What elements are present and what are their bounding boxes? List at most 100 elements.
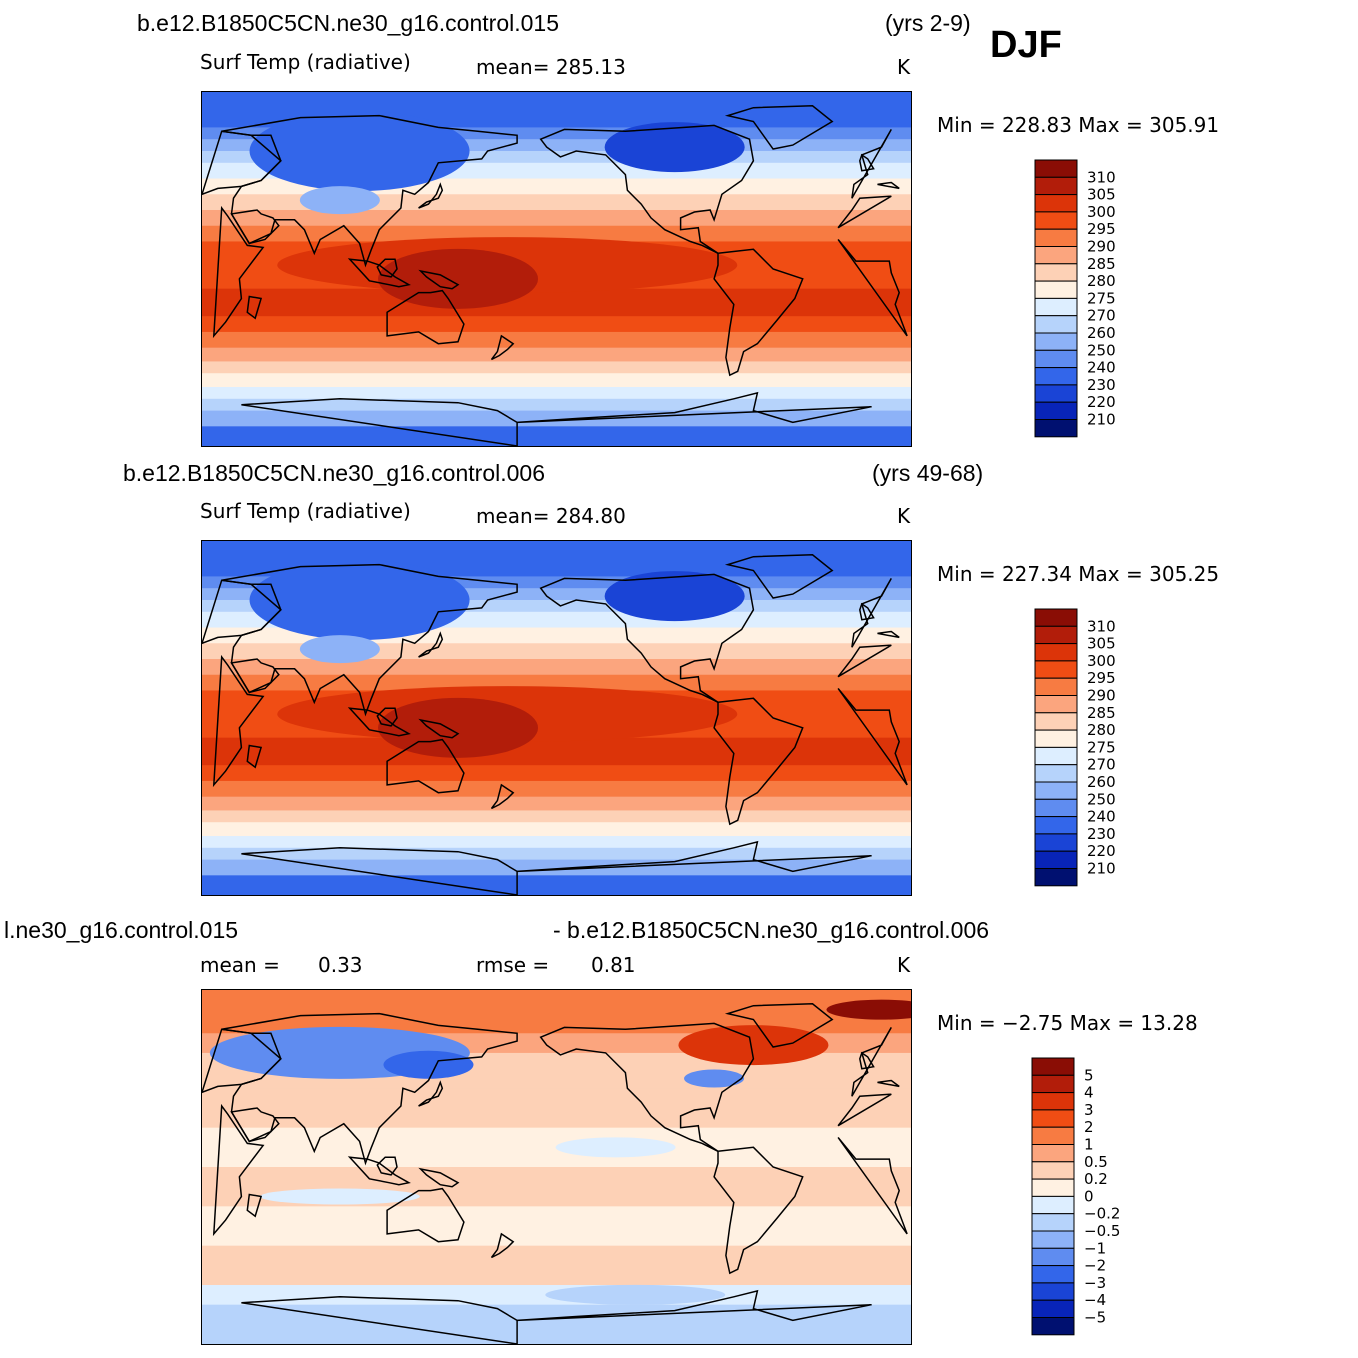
p3-colorbar-label-2: 3 — [1084, 1101, 1094, 1119]
p3-colorbar-box-4 — [1031, 1126, 1075, 1145]
p3-coast-antarctica-0 — [517, 1289, 872, 1322]
p1-coast-nz — [490, 334, 515, 361]
p3-coast-antarctica-1 — [241, 1296, 518, 1344]
panel1-units: K — [897, 55, 911, 79]
p3-colorbar-label-11: −2 — [1084, 1257, 1106, 1275]
p3-colorbar-box-8 — [1031, 1195, 1075, 1215]
p2-colorbar-box-14 — [1034, 850, 1078, 869]
p2-coast-japan — [418, 631, 444, 658]
p1-coast-greenland — [724, 105, 834, 150]
p1-colorbar-box-10 — [1034, 332, 1078, 351]
p1-colorbar-box-8 — [1034, 297, 1078, 317]
panel2-mean: mean= 284.80 — [476, 504, 626, 528]
p2-temp-band-12 — [202, 780, 911, 798]
p2-coast-borneo — [376, 707, 398, 727]
p3-colorbar-box-2 — [1031, 1092, 1075, 1111]
p2-colorbar-label-10: 250 — [1087, 790, 1116, 808]
p1-colorbar-box-15 — [1034, 419, 1078, 438]
p3-colorbar-label-14: −5 — [1084, 1309, 1106, 1327]
p1-colorbar-label-4: 290 — [1087, 238, 1116, 256]
p1-coast-antarctica-1 — [241, 398, 518, 446]
p1-colorbar-label-1: 305 — [1087, 186, 1116, 204]
p2-colorbar-label-0: 310 — [1087, 617, 1116, 635]
p2-colorbar-label-13: 220 — [1087, 842, 1116, 860]
p2-colorbar-box-8 — [1034, 746, 1078, 766]
p1-colorbar-box-1 — [1034, 176, 1078, 196]
p2-colorbar-label-4: 290 — [1087, 687, 1116, 705]
panel3-mean-value: 0.33 — [318, 953, 363, 977]
p2-colorbar-box-12 — [1034, 816, 1078, 835]
panel3-case-left: l.ne30_g16.control.015 — [4, 917, 239, 943]
p3-coast-namerica — [539, 1022, 755, 1152]
p2-coast-newguinea — [418, 718, 460, 739]
panel3-mean-label: mean = — [200, 953, 280, 977]
p2-coast-namerica — [539, 573, 755, 703]
season-label: DJF — [990, 24, 1062, 66]
p1-colorbar-box-7 — [1034, 280, 1078, 299]
p2-temp-band-7 — [202, 659, 911, 676]
p2-colorbar-box-4 — [1034, 677, 1078, 696]
p1-coast-asia — [221, 114, 518, 268]
p1-colorbar-box-14 — [1034, 401, 1078, 420]
p1-temp-band-13 — [202, 347, 911, 362]
p2-coast-arabia — [230, 658, 280, 694]
p1-coast-australia — [386, 289, 465, 345]
p3-amur-negative — [383, 1050, 474, 1079]
p1-coast-africa-2 — [837, 195, 892, 229]
p3-coast-borneo — [376, 1156, 398, 1176]
p3-colorbar-label-4: 1 — [1084, 1136, 1094, 1154]
p2-canada-cold — [604, 571, 745, 622]
panel3-rmse-label: rmse = — [476, 953, 550, 977]
p1-temp-band-10 — [202, 288, 911, 317]
p3-coast-africa-1 — [212, 1103, 265, 1237]
panel1-years: (yrs 2-9) — [885, 10, 971, 36]
p1-canada-cold — [604, 122, 745, 173]
p3-coast-africa-0 — [837, 1137, 908, 1235]
p2-colorbar-label-6: 280 — [1087, 721, 1116, 739]
p1-colorbar-label-6: 280 — [1087, 272, 1116, 290]
p1-coast-newguinea — [418, 269, 460, 290]
p2-colorbar-label-1: 305 — [1087, 635, 1116, 653]
p2-temp-band-15 — [202, 822, 911, 837]
p1-tibet-cold — [299, 186, 380, 215]
p2-temp-band-10 — [202, 737, 911, 766]
p3-colorbar-box-9 — [1031, 1213, 1075, 1232]
panel1-variable: Surf Temp (radiative) — [200, 50, 411, 74]
panel2-case-title: b.e12.B1850C5CN.ne30_g16.control.006 — [123, 460, 545, 486]
panel2-units: K — [897, 504, 911, 528]
panel3-units: K — [897, 953, 911, 977]
p2-colorbar-box-2 — [1034, 643, 1078, 662]
p3-coast-greenland — [724, 1003, 834, 1048]
p3-coast-uk — [859, 1051, 875, 1070]
p3-coast-madagascar — [246, 1193, 263, 1218]
panel1-colorbar: 310 305 300 295 290 285 280 275 270 260 250 240 230 2… — [1034, 159, 1145, 441]
p3-coast-samerica — [713, 1146, 804, 1275]
p1-colorbar-label-0: 310 — [1087, 168, 1116, 186]
p3-colorbar-box-6 — [1031, 1161, 1075, 1180]
p3-colorbar-box-1 — [1031, 1074, 1075, 1094]
p3-colorbar-label-7: 0 — [1084, 1187, 1094, 1205]
p1-colorbar-box-12 — [1034, 367, 1078, 386]
p3-colorbar-label-8: −0.2 — [1084, 1205, 1120, 1223]
p2-temp-band-19 — [202, 875, 911, 895]
p3-coast-asia — [221, 1012, 518, 1166]
p1-colorbar-label-9: 260 — [1087, 324, 1116, 342]
p2-coast-antarctica-0 — [517, 840, 872, 873]
panel1-map — [201, 91, 912, 447]
p1-colorbar-label-13: 220 — [1087, 393, 1116, 411]
p1-temp-band-15 — [202, 373, 911, 388]
p3-colorbar-label-5: 0.5 — [1084, 1153, 1108, 1171]
p1-temp-band-14 — [202, 361, 911, 374]
p3-coast-japan — [418, 1080, 444, 1107]
p2-temp-band-11 — [202, 765, 911, 782]
panel3-rmse-value: 0.81 — [591, 953, 636, 977]
p3-diff-band-7 — [202, 1245, 911, 1286]
p2-colorbar-box-10 — [1034, 781, 1078, 800]
p2-colorbar-box-0 — [1034, 608, 1078, 627]
p1-temp-band-11 — [202, 316, 911, 333]
p2-colorbar-box-13 — [1034, 833, 1078, 852]
p2-temp-band-18 — [202, 859, 911, 876]
p2-temp-band-14 — [202, 810, 911, 823]
p3-pacific-neutral — [555, 1137, 676, 1158]
p1-colorbar-label-12: 230 — [1087, 376, 1116, 394]
